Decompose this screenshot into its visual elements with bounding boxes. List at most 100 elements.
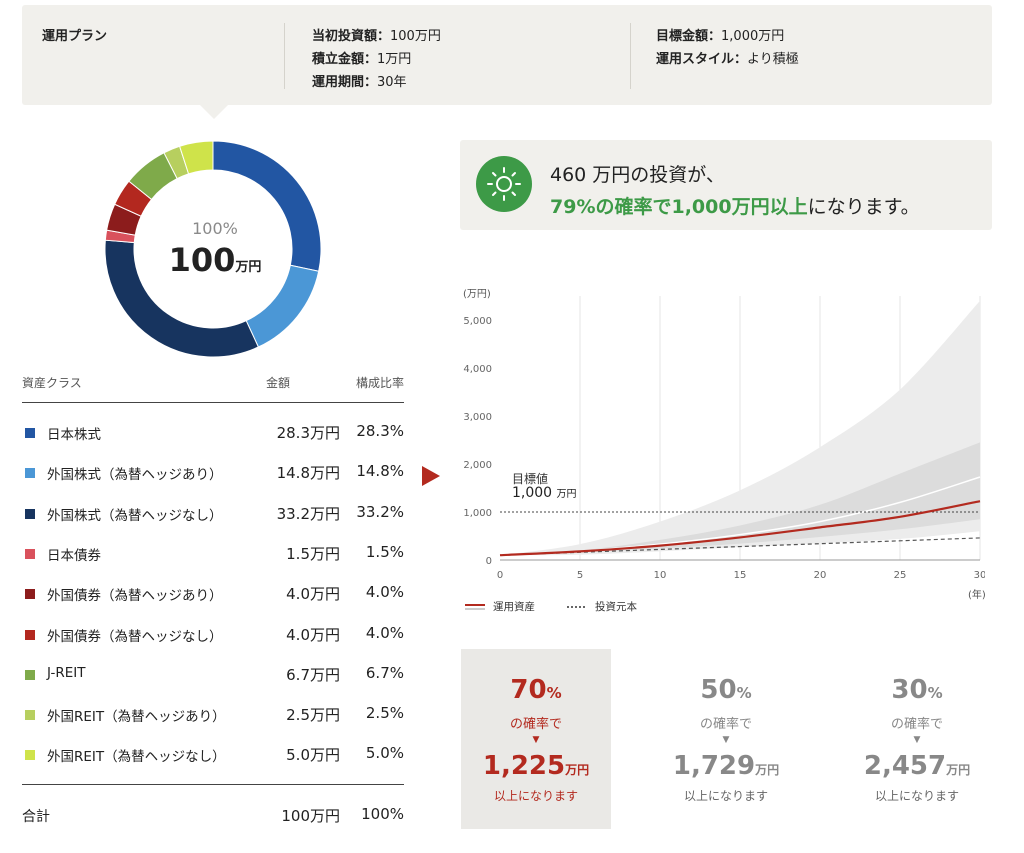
card-amount-value: 2,457 [863, 751, 947, 781]
y-tick-label: 1,000 [463, 508, 492, 519]
asset-amount: 14.8万円 [276, 464, 340, 483]
asset-amount: 5.0万円 [286, 746, 340, 765]
asset-ratio: 4.0% [365, 583, 404, 602]
card-percent: 70% [461, 675, 611, 705]
card-percent: 50% [651, 675, 801, 705]
x-axis-unit: (年) [968, 590, 986, 601]
x-tick-label: 5 [577, 570, 583, 581]
asset-amount: 2.5万円 [286, 706, 340, 725]
probability-card[interactable]: 30% の確率で ▼ 2,457万円以上になります [842, 649, 992, 829]
message-line-2: 79%の確率で1,000万円以上になります。 [550, 192, 920, 219]
card-percent-value: 50 [700, 675, 737, 705]
asset-ratio: 4.0% [365, 623, 404, 642]
card-percent-unit: % [927, 684, 943, 702]
table-row: 外国株式（為替ヘッジなし） 33.2万円 33.2% [22, 503, 404, 543]
plan-details-2: 目標金額：1,000万円 運用スタイル：より積極 [656, 25, 799, 71]
period-value: 30年 [377, 75, 407, 90]
sun-icon [476, 156, 532, 212]
style-value: より積極 [747, 52, 799, 67]
x-tick-label: 20 [814, 570, 827, 581]
initial-label: 当初投資額： [312, 29, 391, 44]
donut-percent: 100% [192, 219, 238, 238]
donut-slice [178, 140, 214, 175]
x-tick-label: 0 [497, 570, 503, 581]
table-row: 外国株式（為替ヘッジあり） 14.8万円 14.8% [22, 462, 404, 502]
table-row: 外国債券（為替ヘッジなし） 4.0万円 4.0% [22, 624, 404, 664]
asset-amount: 4.0万円 [286, 625, 340, 644]
down-triangle-icon: ▼ [532, 735, 540, 745]
card-sub-label: 以上になります [683, 789, 768, 803]
asset-name: 外国株式（為替ヘッジなし） [47, 507, 223, 524]
message-line-1: 460 万円の投資が、 [550, 164, 725, 186]
table-divider [22, 784, 404, 785]
color-swatch [25, 750, 35, 761]
asset-name: 外国REIT（為替ヘッジあり） [47, 709, 226, 726]
triangle-arrow-icon [422, 466, 440, 486]
message-highlight: 79%の確率で1,000万円以上 [550, 196, 808, 218]
asset-amount: 1.5万円 [286, 544, 340, 563]
legend-principal: 投資元本 [567, 599, 637, 614]
y-tick-label: 5,000 [463, 316, 492, 327]
color-swatch [25, 508, 35, 519]
header-amount: 金額 [266, 376, 291, 390]
table-row: 外国債券（為替ヘッジあり） 4.0万円 4.0% [22, 583, 404, 623]
target-line-number: 1,000 [512, 485, 553, 501]
color-swatch [25, 548, 35, 559]
card-amount-unit: 万円 [946, 763, 971, 777]
donut-amount-value: 100 [168, 241, 236, 279]
color-swatch [25, 589, 35, 600]
y-tick-label: 4,000 [463, 364, 492, 375]
asset-ratio: 6.7% [365, 663, 404, 682]
monthly-label: 積立金額： [312, 52, 378, 67]
asset-amount: 6.7万円 [286, 665, 340, 684]
asset-name: 外国REIT（為替ヘッジなし） [47, 749, 226, 766]
card-sub-label: 以上になります [493, 789, 578, 803]
table-row: 日本債券 1.5万円 1.5% [22, 543, 404, 583]
down-triangle-icon: ▼ [913, 735, 921, 745]
asset-name: 外国株式（為替ヘッジあり） [47, 467, 223, 484]
card-amount-value: 1,729 [672, 751, 756, 781]
asset-ratio: 5.0% [365, 744, 404, 763]
color-swatch [25, 428, 35, 438]
plan-title: 運用プラン [42, 29, 108, 44]
card-amount-value: 1,225 [482, 751, 566, 781]
total-ratio: 100% [361, 805, 404, 823]
probability-card[interactable]: 70% の確率で ▼ 1,225万円 以上になります [461, 649, 611, 829]
asset-name: J-REIT [47, 664, 86, 681]
table-row: 外国REIT（為替ヘッジなし） 5.0万円 5.0% [22, 744, 404, 784]
down-triangle-icon: ▼ [722, 735, 730, 745]
header-ratio: 構成比率 [355, 376, 404, 390]
card-sub-label: 以上になります [874, 789, 959, 803]
table-row: 外国REIT（為替ヘッジあり） 2.5万円 2.5% [22, 704, 404, 744]
card-amount-unit: 万円 [565, 763, 590, 777]
probability-card[interactable]: 50% の確率で ▼ 1,729万円 以上になります [651, 649, 801, 829]
asset-ratio: 14.8% [356, 462, 404, 481]
color-swatch [25, 710, 35, 721]
card-percent-value: 70 [510, 675, 547, 705]
legend-principal-label: 投資元本 [595, 601, 637, 613]
card-percent: 30% [842, 675, 992, 705]
asset-amount: 28.3万円 [276, 424, 340, 442]
card-prob-label: の確率で [890, 717, 943, 732]
x-tick-label: 30 [974, 570, 985, 581]
legend-asset-label: 運用資産 [493, 601, 535, 613]
plan-details-1: 当初投資額：100万円 積立金額：1万円 運用期間：30年 [312, 25, 441, 94]
asset-amount: 33.2万円 [276, 504, 340, 523]
target-line-value: 1,000 万円 [512, 485, 577, 501]
asset-name: 外国債券（為替ヘッジあり） [47, 588, 223, 605]
asset-ratio: 28.3% [356, 422, 404, 440]
asset-ratio: 1.5% [365, 542, 404, 561]
table-row: J-REIT 6.7万円 6.7% [22, 664, 404, 704]
monthly-value: 1万円 [377, 52, 412, 67]
table-divider [22, 402, 404, 403]
total-label: 合計 [22, 809, 50, 825]
color-swatch [25, 669, 35, 680]
x-tick-label: 15 [734, 570, 747, 581]
asset-name: 日本債券 [47, 547, 101, 564]
asset-line [499, 500, 981, 557]
target-label: 目標金額： [656, 29, 722, 44]
asset-ratio: 33.2% [356, 502, 404, 521]
message-rest: になります。 [807, 196, 920, 218]
asset-name: 外国債券（為替ヘッジなし） [47, 628, 223, 645]
style-label: 運用スタイル： [656, 52, 748, 67]
